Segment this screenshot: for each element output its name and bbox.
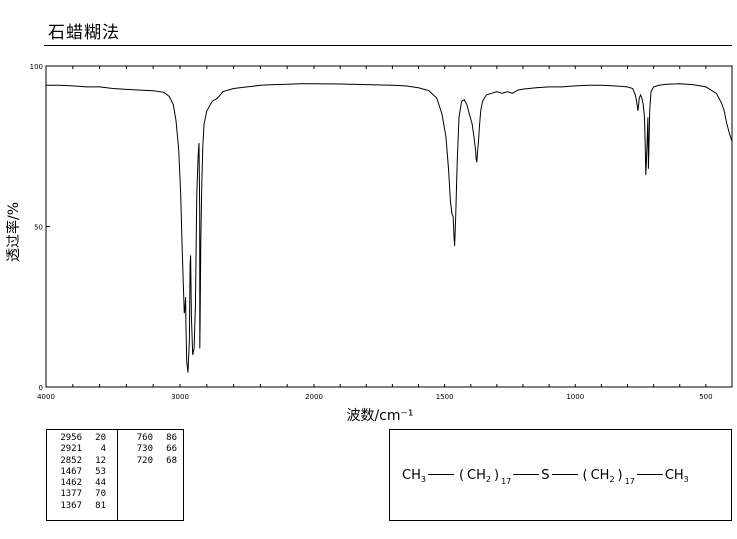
peak-wavenumber: 720: [136, 455, 153, 466]
ch3-group-left: CH3: [402, 468, 426, 484]
peak-wavenumber: 1377: [60, 489, 82, 500]
ch2-subscript-2: 2: [609, 475, 615, 484]
peak-transmittance: 44: [95, 478, 106, 489]
paren-close-2: ): [617, 468, 623, 483]
peak-wavenumber: 1467: [60, 466, 82, 477]
ch3-left-subscript: 3: [420, 475, 426, 484]
title-divider: [44, 45, 732, 46]
ch3-group-right: CH3: [664, 468, 689, 484]
y-tick-label: 0: [39, 384, 43, 392]
peak-wavenumber: 1462: [60, 478, 82, 489]
plot-frame: [45, 65, 733, 388]
x-tick-label: 500: [699, 393, 712, 401]
peak-wavenumber: 730: [136, 444, 153, 455]
ch3-right-text: CH: [664, 468, 684, 483]
peak-column-right: 760 86 730 66 720 68: [121, 433, 183, 467]
peak-wavenumber: 760: [136, 433, 153, 443]
peak-row: 1467 53: [50, 467, 116, 478]
peak-row: 1367 81: [50, 501, 116, 512]
peak-wavenumber: 1367: [60, 500, 82, 511]
peak-column-left: 2956 20 2921 4 2852 12 1467 53 1462 44 1377 70 1367 8…: [50, 433, 116, 512]
peak-transmittance: 68: [166, 455, 177, 466]
ch3-left-text: CH: [402, 468, 421, 483]
peak-table: 2956 20 2921 4 2852 12 1467 53 1462 44 1377 70 1367 8…: [46, 429, 184, 521]
peak-row: 730 66: [121, 444, 183, 455]
bond-line: [427, 474, 454, 475]
x-tick-label: 1500: [436, 393, 454, 401]
paren-open-1: (: [458, 468, 465, 483]
peak-row: 2956 20: [50, 433, 116, 444]
peak-row: 760 86: [121, 433, 183, 444]
ch3-right-subscript: 3: [683, 475, 689, 484]
peak-transmittance: 81: [95, 500, 106, 511]
x-tick-label: 1000: [566, 393, 584, 401]
peak-transmittance: 4: [100, 444, 106, 455]
peak-row: 720 68: [121, 456, 183, 467]
paren-open-2: (: [582, 468, 588, 483]
y-axis-label: 透过率/%: [5, 202, 22, 262]
repeat-count-1: 17: [501, 477, 512, 486]
bond-line: [551, 474, 578, 475]
x-tick-label: 2000: [305, 393, 323, 401]
peak-transmittance: 70: [95, 489, 106, 500]
peak-transmittance: 86: [166, 433, 177, 443]
peak-transmittance: 12: [95, 455, 106, 466]
y-tick-label: 100: [30, 63, 43, 71]
peak-wavenumber: 2956: [60, 433, 82, 443]
x-tick-label: 4000: [37, 393, 55, 401]
ch2-text-2: CH: [590, 468, 610, 483]
peak-wavenumber: 2852: [60, 455, 82, 466]
peak-table-divider: [117, 430, 118, 520]
peak-transmittance: 20: [95, 433, 106, 443]
ch2-subscript-1: 2: [485, 475, 491, 484]
peak-row: 2921 4: [50, 444, 116, 455]
peak-row: 1462 44: [50, 478, 116, 489]
y-tick-label: 50: [34, 224, 43, 232]
x-tick-label: 3000: [171, 393, 189, 401]
peak-wavenumber: 2921: [60, 444, 82, 455]
peak-transmittance: 53: [95, 466, 106, 477]
peak-transmittance: 66: [166, 444, 177, 455]
structural-formula: CH3 ( CH 2 ) 17 S ( CH 2 ) 17 CH3: [402, 468, 689, 486]
bond-line: [636, 474, 663, 475]
paren-close-1: ): [493, 468, 500, 483]
peak-row: 2852 12: [50, 456, 116, 467]
repeat-count-2: 17: [624, 477, 635, 486]
bond-line: [513, 474, 540, 475]
page-title: 石蜡糊法: [48, 23, 120, 43]
sulfur-atom: S: [541, 468, 550, 483]
y-axis: 0 50 100: [30, 63, 50, 392]
x-axis-label: 波数/cm⁻¹: [346, 408, 413, 424]
x-axis: 4000 3000 2000 1500 1000 500: [37, 66, 733, 401]
peak-row: 1377 70: [50, 489, 116, 500]
ir-spectrum-chart: 4000 3000 2000 1500 1000 500 0 50 100 波数/cm⁻¹ 透…: [5, 63, 733, 424]
ch2-text-1: CH: [467, 468, 486, 483]
structure-box: CH3 ( CH 2 ) 17 S ( CH 2 ) 17 CH3: [389, 429, 732, 521]
spectrum-line: [46, 83, 733, 373]
